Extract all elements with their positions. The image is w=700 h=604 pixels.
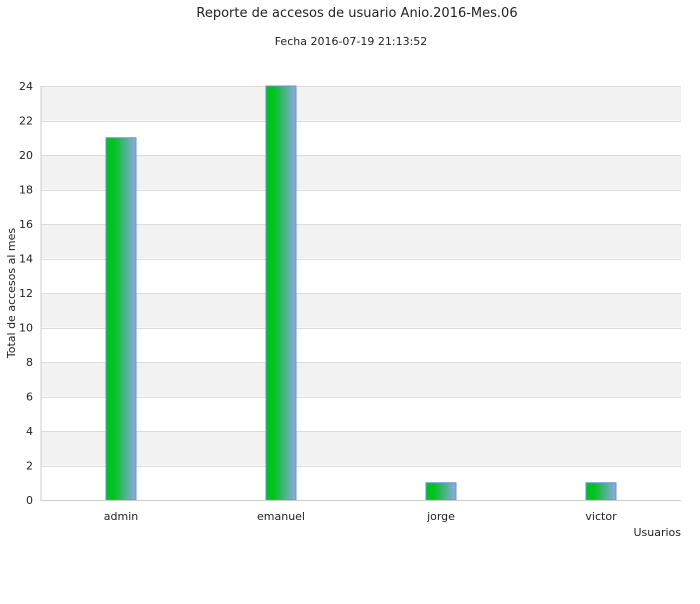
plot-band xyxy=(41,155,681,190)
y-tick-label: 10 xyxy=(19,322,33,335)
plot-band xyxy=(41,293,681,328)
plot-band xyxy=(41,86,681,121)
x-axis-ticks: admin emanuel jorge victor xyxy=(104,510,617,523)
chart-subtitle: Fecha 2016-07-19 21:13:52 xyxy=(275,35,428,48)
y-tick-label: 20 xyxy=(19,149,33,162)
y-tick-label: 12 xyxy=(19,287,33,300)
plot-band xyxy=(41,258,681,293)
x-tick-label: victor xyxy=(585,510,617,523)
bar-victor xyxy=(585,482,617,501)
y-tick-label: 6 xyxy=(26,391,33,404)
x-tick-label: admin xyxy=(104,510,138,523)
plot-band xyxy=(41,465,681,500)
plot-band xyxy=(41,189,681,224)
y-tick-label: 22 xyxy=(19,115,33,128)
y-tick-label: 4 xyxy=(26,425,33,438)
y-tick-label: 18 xyxy=(19,184,33,197)
chart-title: Reporte de accesos de usuario Anio.2016-… xyxy=(196,6,517,21)
bar-emanuel xyxy=(265,85,297,501)
plot-band xyxy=(41,120,681,155)
bar-admin xyxy=(105,137,137,501)
plot-background-bands xyxy=(41,86,681,500)
bars xyxy=(105,85,617,501)
plot-band xyxy=(41,327,681,362)
x-tick-label: emanuel xyxy=(257,510,305,523)
y-tick-label: 14 xyxy=(19,253,33,266)
bar-jorge xyxy=(425,482,457,501)
y-axis-label: Total de accesos al mes xyxy=(5,228,18,360)
plot-band xyxy=(41,396,681,431)
y-tick-label: 16 xyxy=(19,218,33,231)
y-tick-label: 2 xyxy=(26,460,33,473)
x-tick-label: jorge xyxy=(426,510,455,523)
plot-band xyxy=(41,431,681,466)
plot-band xyxy=(41,224,681,259)
x-axis-label: Usuarios xyxy=(633,526,681,539)
plot-band xyxy=(41,362,681,397)
y-tick-label: 24 xyxy=(19,80,33,93)
y-tick-label: 8 xyxy=(26,356,33,369)
y-tick-label: 0 xyxy=(26,494,33,507)
